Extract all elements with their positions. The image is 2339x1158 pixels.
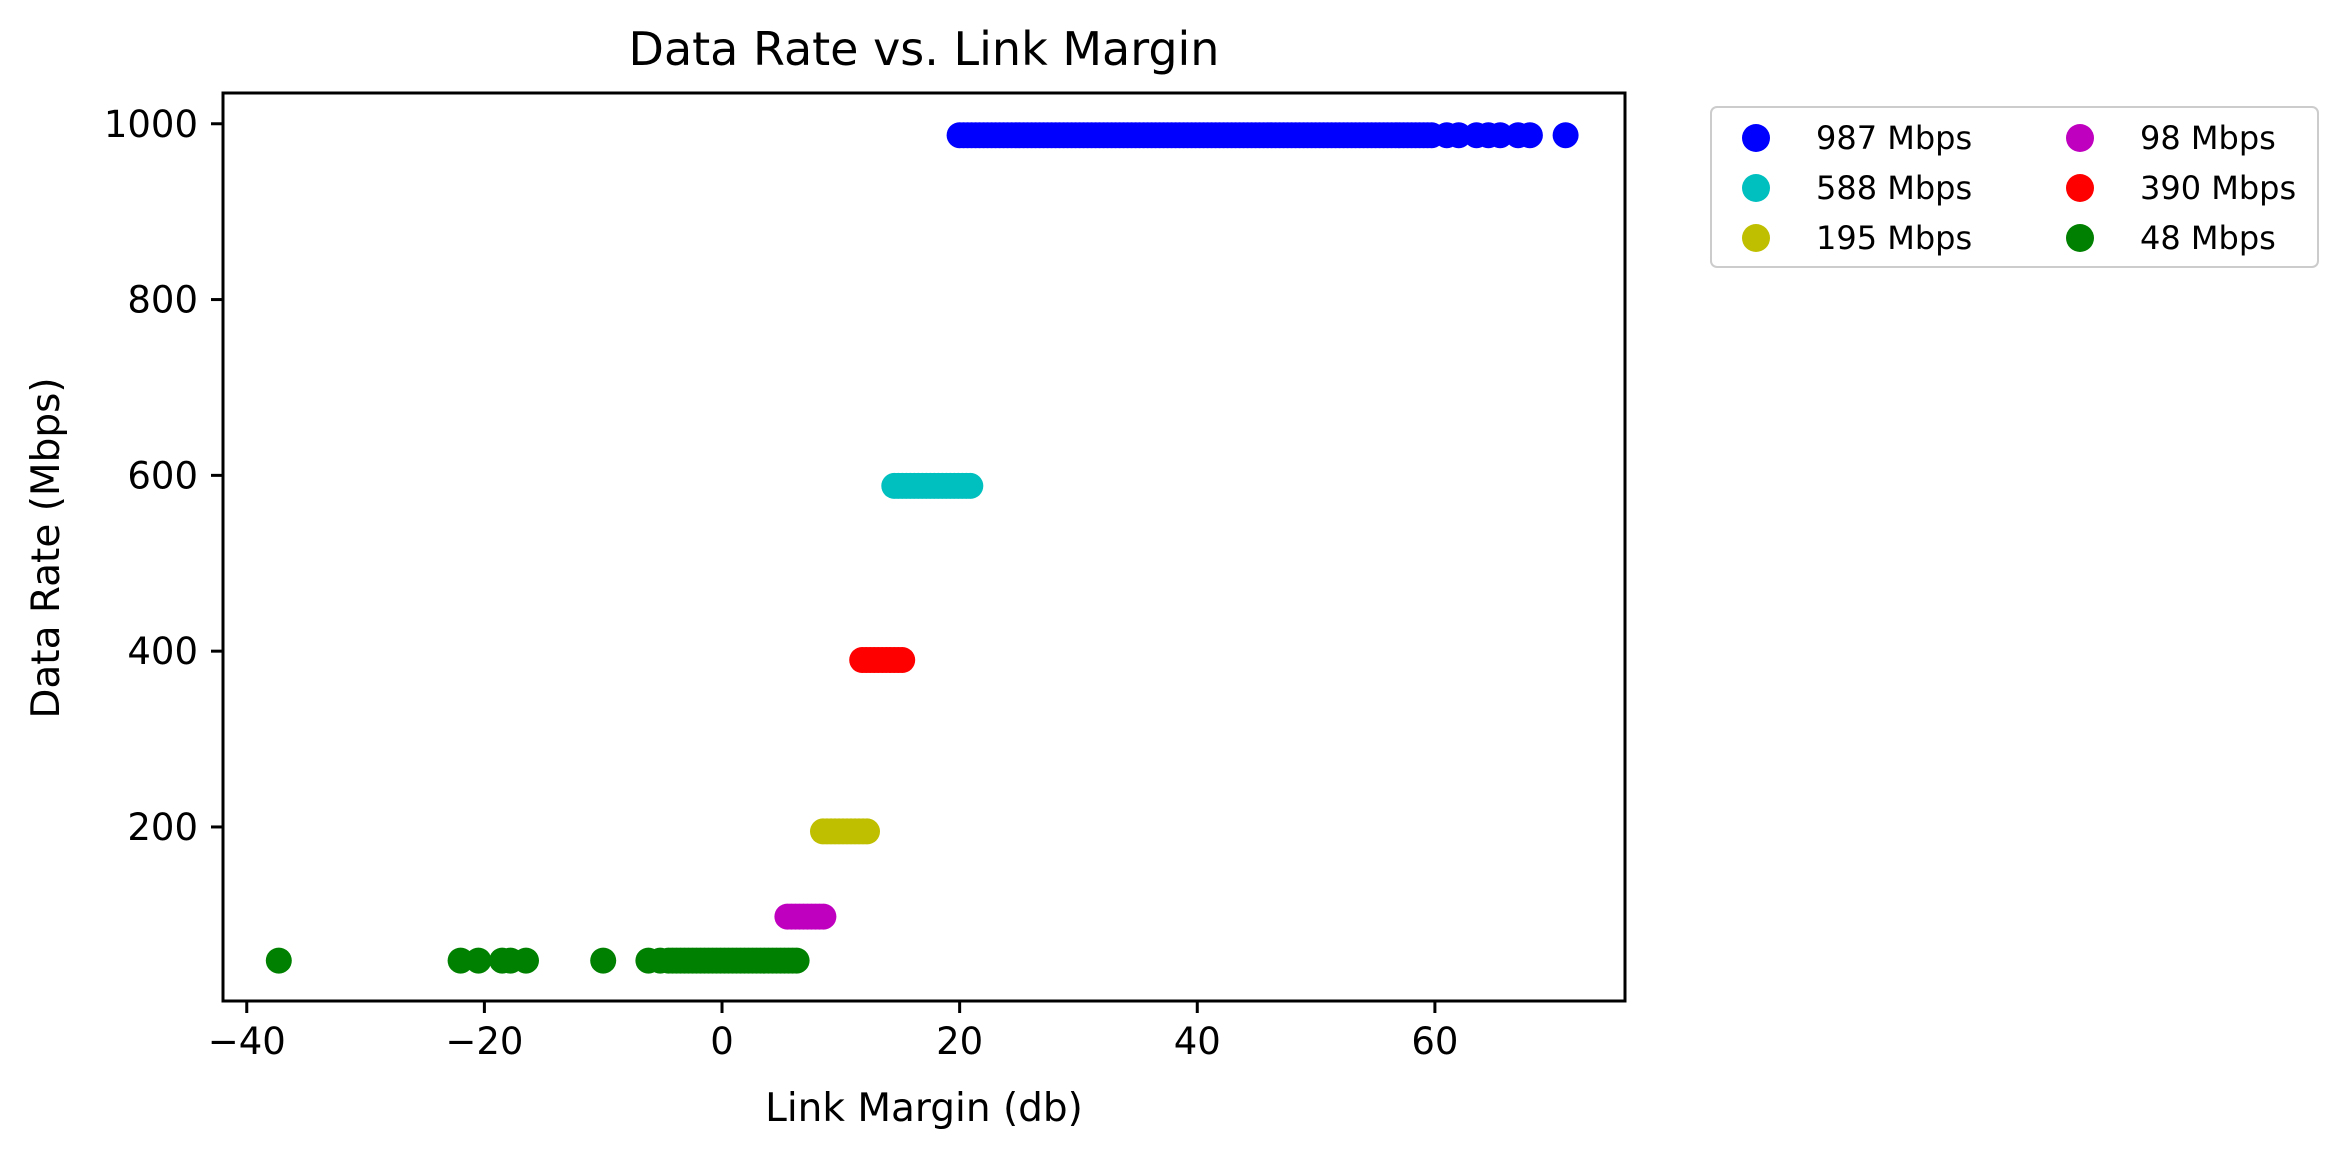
y-tick-label: 1000 bbox=[104, 103, 198, 146]
y-tick-label: 200 bbox=[127, 806, 198, 849]
y-tick-label: 400 bbox=[127, 630, 198, 673]
y-tick-label: 600 bbox=[127, 454, 198, 497]
legend-label: 98 Mbps bbox=[2140, 119, 2276, 157]
legend: 987 Mbps 588 Mbps 195 Mbps 98 Mbps 390 Mbps 4… bbox=[1710, 106, 2319, 268]
legend-label: 390 Mbps bbox=[2140, 169, 2296, 207]
legend-marker bbox=[2066, 174, 2094, 202]
x-tick-label: 60 bbox=[1411, 1020, 1458, 1063]
data-point bbox=[647, 947, 674, 974]
plot-marks bbox=[265, 122, 1579, 974]
series-group bbox=[849, 647, 916, 673]
data-point bbox=[1552, 122, 1579, 149]
data-point bbox=[854, 818, 880, 845]
series-group bbox=[265, 947, 810, 974]
x-axis-label: Link Margin (db) bbox=[765, 1086, 1083, 1131]
plot-frame bbox=[221, 91, 1627, 1003]
legend-marker bbox=[1742, 124, 1770, 152]
x-tick-label: −20 bbox=[445, 1020, 523, 1063]
x-tick-label: 0 bbox=[710, 1020, 734, 1063]
x-axis: −40 −20 0 20 40 60 bbox=[208, 1001, 1458, 1063]
legend-label: 987 Mbps bbox=[1816, 119, 1972, 157]
data-point bbox=[513, 947, 539, 974]
series-group bbox=[774, 903, 837, 930]
data-point bbox=[1487, 122, 1514, 149]
data-point bbox=[447, 947, 474, 974]
y-axis-label: Data Rate (Mbps) bbox=[24, 377, 69, 718]
legend-frame bbox=[1710, 106, 2319, 268]
legend-items: 987 Mbps 588 Mbps 195 Mbps 98 Mbps 390 Mbps 4… bbox=[1742, 119, 2296, 257]
data-point bbox=[810, 903, 837, 930]
series-group bbox=[946, 122, 1579, 149]
data-point bbox=[465, 947, 492, 974]
y-axis: 200 400 600 800 1000 bbox=[104, 103, 223, 849]
legend-label: 48 Mbps bbox=[2140, 219, 2276, 257]
legend-marker bbox=[1742, 224, 1770, 252]
data-point bbox=[265, 947, 292, 974]
x-tick-label: −40 bbox=[208, 1020, 286, 1063]
data-point bbox=[590, 947, 617, 974]
legend-marker bbox=[2066, 124, 2094, 152]
chart-title: Data Rate vs. Link Margin bbox=[629, 22, 1220, 76]
legend-marker bbox=[2066, 224, 2094, 252]
data-point bbox=[1445, 122, 1472, 149]
legend-label: 588 Mbps bbox=[1816, 169, 1972, 207]
series-group bbox=[881, 472, 984, 499]
legend-label: 195 Mbps bbox=[1816, 219, 1972, 257]
data-point bbox=[957, 472, 984, 499]
series-group bbox=[810, 818, 880, 845]
data-point bbox=[1516, 122, 1543, 149]
legend-marker bbox=[1742, 174, 1770, 202]
y-tick-label: 800 bbox=[127, 279, 198, 322]
data-point bbox=[783, 947, 810, 974]
x-tick-label: 20 bbox=[936, 1020, 983, 1063]
data-point bbox=[889, 647, 916, 673]
x-tick-label: 40 bbox=[1174, 1020, 1221, 1063]
